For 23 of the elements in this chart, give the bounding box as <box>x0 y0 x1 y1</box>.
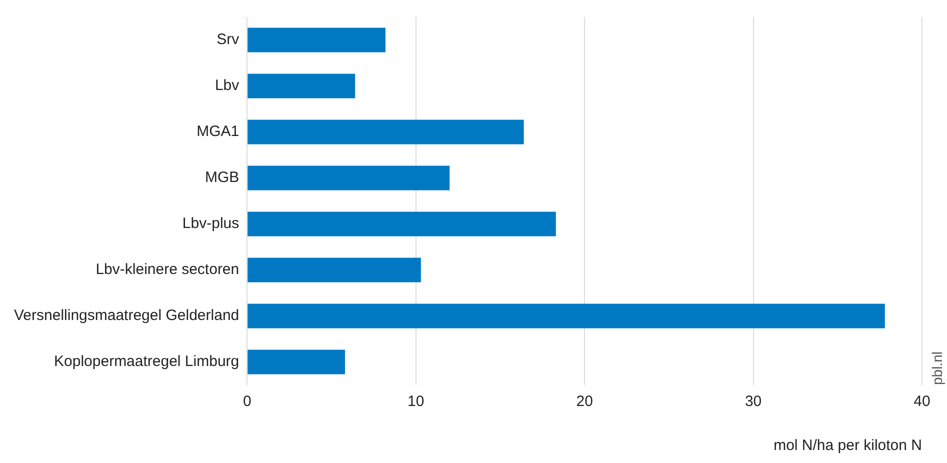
bar <box>248 212 556 236</box>
y-tick-label: Lbv-plus <box>182 215 240 232</box>
y-tick-label: Srv <box>216 31 240 48</box>
x-tick-label: 30 <box>744 393 762 410</box>
bar <box>248 350 345 374</box>
y-tick-label: Koplopermaatregel Limburg <box>54 353 240 370</box>
y-tick-label: Versnellingsmaatregel Gelderland <box>14 307 240 324</box>
y-tick-label: MGA1 <box>196 123 240 140</box>
bar <box>248 166 450 190</box>
y-tick-label: Lbv <box>214 77 240 94</box>
y-tick-label: Lbv-kleinere sectoren <box>96 261 240 278</box>
x-tick-label: 40 <box>914 393 930 410</box>
y-tick-label: MGB <box>204 169 240 186</box>
x-tick-label: 20 <box>576 393 593 410</box>
bar <box>248 120 524 144</box>
x-axis-title: mol N/ha per kiloton N <box>774 437 922 454</box>
bar <box>248 28 386 52</box>
text: pbl.nl <box>928 352 945 385</box>
x-tick-label: 10 <box>408 393 424 410</box>
bar <box>248 304 885 328</box>
x-tick-label: 0 <box>242 393 252 410</box>
bar <box>248 258 421 282</box>
bar <box>248 74 356 98</box>
